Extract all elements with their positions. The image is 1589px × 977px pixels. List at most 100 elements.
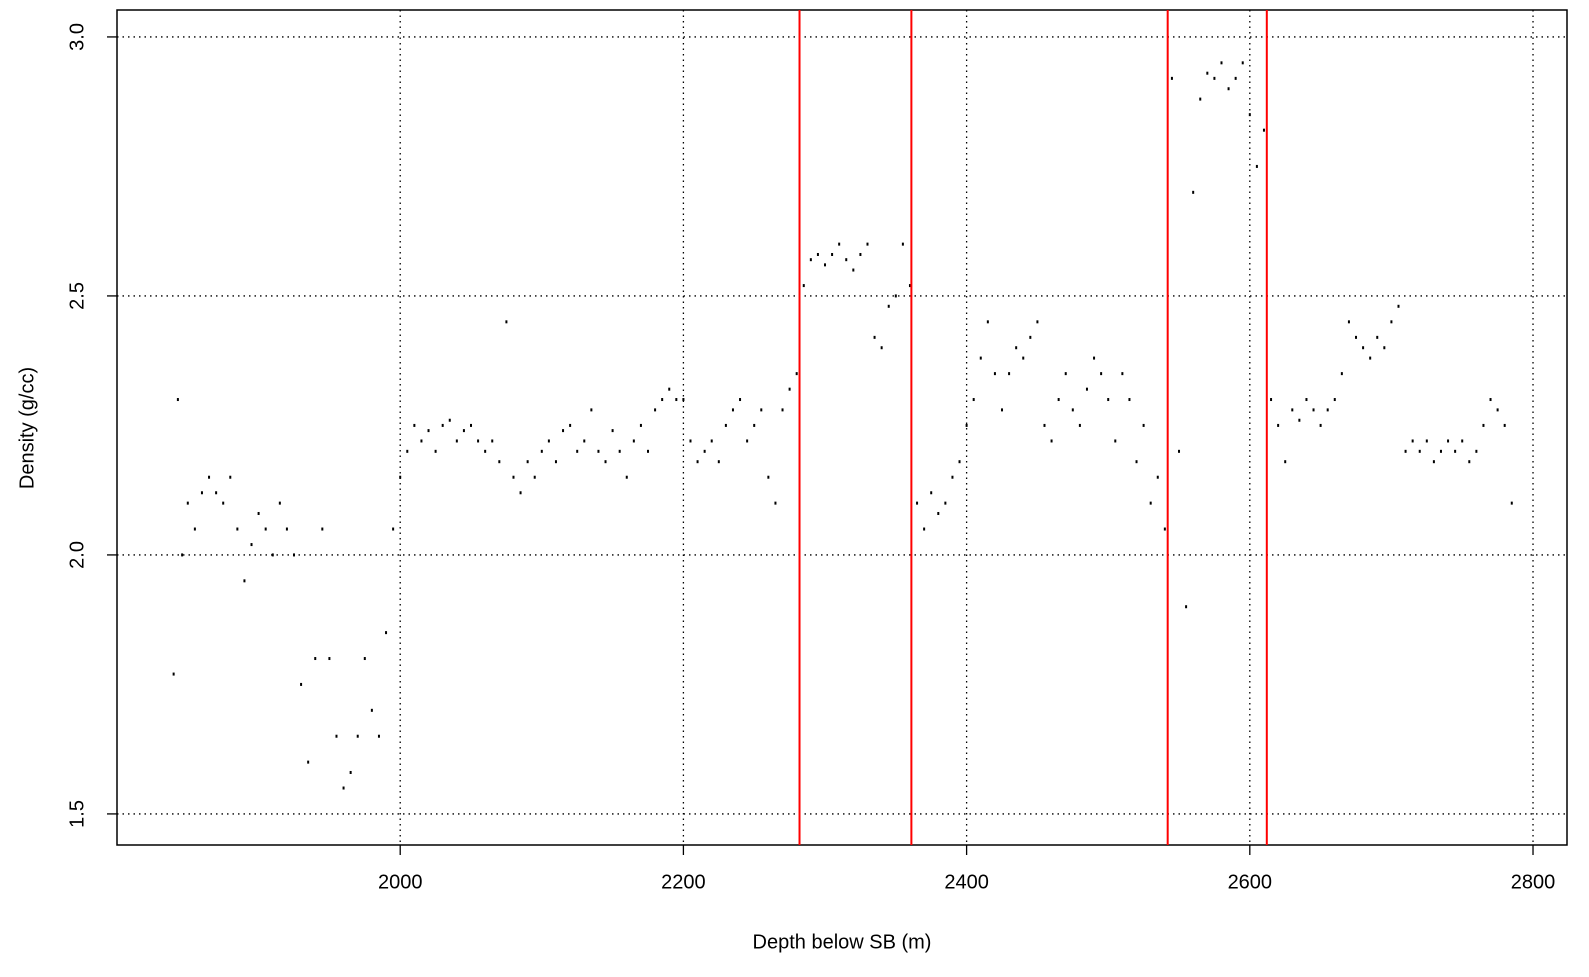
- data-point: [930, 491, 933, 495]
- x-tick-label: 2400: [944, 871, 989, 893]
- data-point: [1142, 423, 1145, 427]
- data-point: [1340, 372, 1343, 376]
- data-point: [1022, 356, 1025, 360]
- data-point: [540, 449, 543, 453]
- data-point: [866, 242, 869, 246]
- x-tick-label: 2000: [378, 871, 423, 893]
- data-point: [1057, 398, 1060, 402]
- data-point: [739, 398, 742, 402]
- data-point: [356, 734, 359, 738]
- data-point: [1135, 460, 1138, 464]
- data-point: [576, 449, 579, 453]
- data-point: [186, 501, 189, 505]
- data-point: [767, 475, 770, 479]
- data-point: [760, 408, 763, 412]
- data-point: [880, 346, 883, 350]
- data-point: [873, 335, 876, 339]
- data-point: [1071, 408, 1074, 412]
- data-point: [986, 320, 989, 324]
- data-point: [1355, 335, 1358, 339]
- data-point: [1397, 304, 1400, 308]
- data-point: [1326, 408, 1329, 412]
- data-point: [1043, 423, 1046, 427]
- data-point: [455, 439, 458, 443]
- data-point: [774, 501, 777, 505]
- data-point: [788, 387, 791, 391]
- y-tick-label: 2.0: [66, 541, 88, 569]
- data-point: [1496, 408, 1499, 412]
- data-point: [682, 398, 685, 402]
- data-point: [1050, 439, 1053, 443]
- data-point: [845, 258, 848, 262]
- data-point: [951, 475, 954, 479]
- data-point: [894, 294, 897, 298]
- data-point: [1085, 387, 1088, 391]
- data-point: [1347, 320, 1350, 324]
- data-point: [717, 460, 720, 464]
- data-point: [349, 770, 352, 774]
- data-point: [470, 423, 473, 427]
- data-point: [1206, 71, 1209, 75]
- data-point: [562, 429, 565, 433]
- data-point: [1114, 439, 1117, 443]
- data-point: [618, 449, 621, 453]
- x-tick-label: 2800: [1511, 871, 1556, 893]
- data-point: [1284, 460, 1287, 464]
- data-point: [639, 423, 642, 427]
- data-point: [1475, 449, 1478, 453]
- data-point: [441, 423, 444, 427]
- data-point: [335, 734, 338, 738]
- data-point: [1432, 460, 1435, 464]
- data-point: [1270, 398, 1273, 402]
- data-point: [1390, 320, 1393, 324]
- data-point: [1262, 128, 1265, 132]
- data-point: [208, 475, 211, 479]
- data-point: [611, 429, 614, 433]
- data-point: [399, 475, 402, 479]
- data-point: [1100, 372, 1103, 376]
- data-point: [1093, 356, 1096, 360]
- data-point: [271, 553, 274, 557]
- data-point: [1220, 61, 1223, 65]
- data-point: [413, 423, 416, 427]
- data-point: [816, 252, 819, 256]
- data-point: [1503, 423, 1506, 427]
- data-point: [278, 501, 281, 505]
- y-tick-label: 3.0: [66, 23, 88, 51]
- plot-frame: [116, 9, 1568, 846]
- data-point: [1305, 398, 1308, 402]
- data-point: [1418, 449, 1421, 453]
- data-point: [1468, 460, 1471, 464]
- data-point: [1333, 398, 1336, 402]
- data-point: [795, 372, 798, 376]
- data-point: [377, 734, 380, 738]
- data-point: [498, 460, 501, 464]
- data-point: [1489, 398, 1492, 402]
- data-point: [257, 511, 260, 515]
- data-point: [193, 527, 196, 531]
- data-point: [342, 786, 345, 790]
- data-point: [746, 439, 749, 443]
- data-point: [632, 439, 635, 443]
- data-point: [923, 527, 926, 531]
- data-point: [675, 398, 678, 402]
- data-point: [1241, 61, 1244, 65]
- data-point: [824, 263, 827, 267]
- data-point: [1404, 449, 1407, 453]
- data-point: [1439, 449, 1442, 453]
- data-point: [1029, 335, 1032, 339]
- data-point: [1482, 423, 1485, 427]
- data-point: [1234, 76, 1237, 80]
- data-point: [427, 429, 430, 433]
- data-point: [229, 475, 232, 479]
- data-point: [590, 408, 593, 412]
- data-point: [916, 501, 919, 505]
- data-point: [1121, 372, 1124, 376]
- data-point: [979, 356, 982, 360]
- data-point: [654, 408, 657, 412]
- data-point: [993, 372, 996, 376]
- data-point: [859, 252, 862, 256]
- data-point: [1107, 398, 1110, 402]
- data-point: [1178, 449, 1181, 453]
